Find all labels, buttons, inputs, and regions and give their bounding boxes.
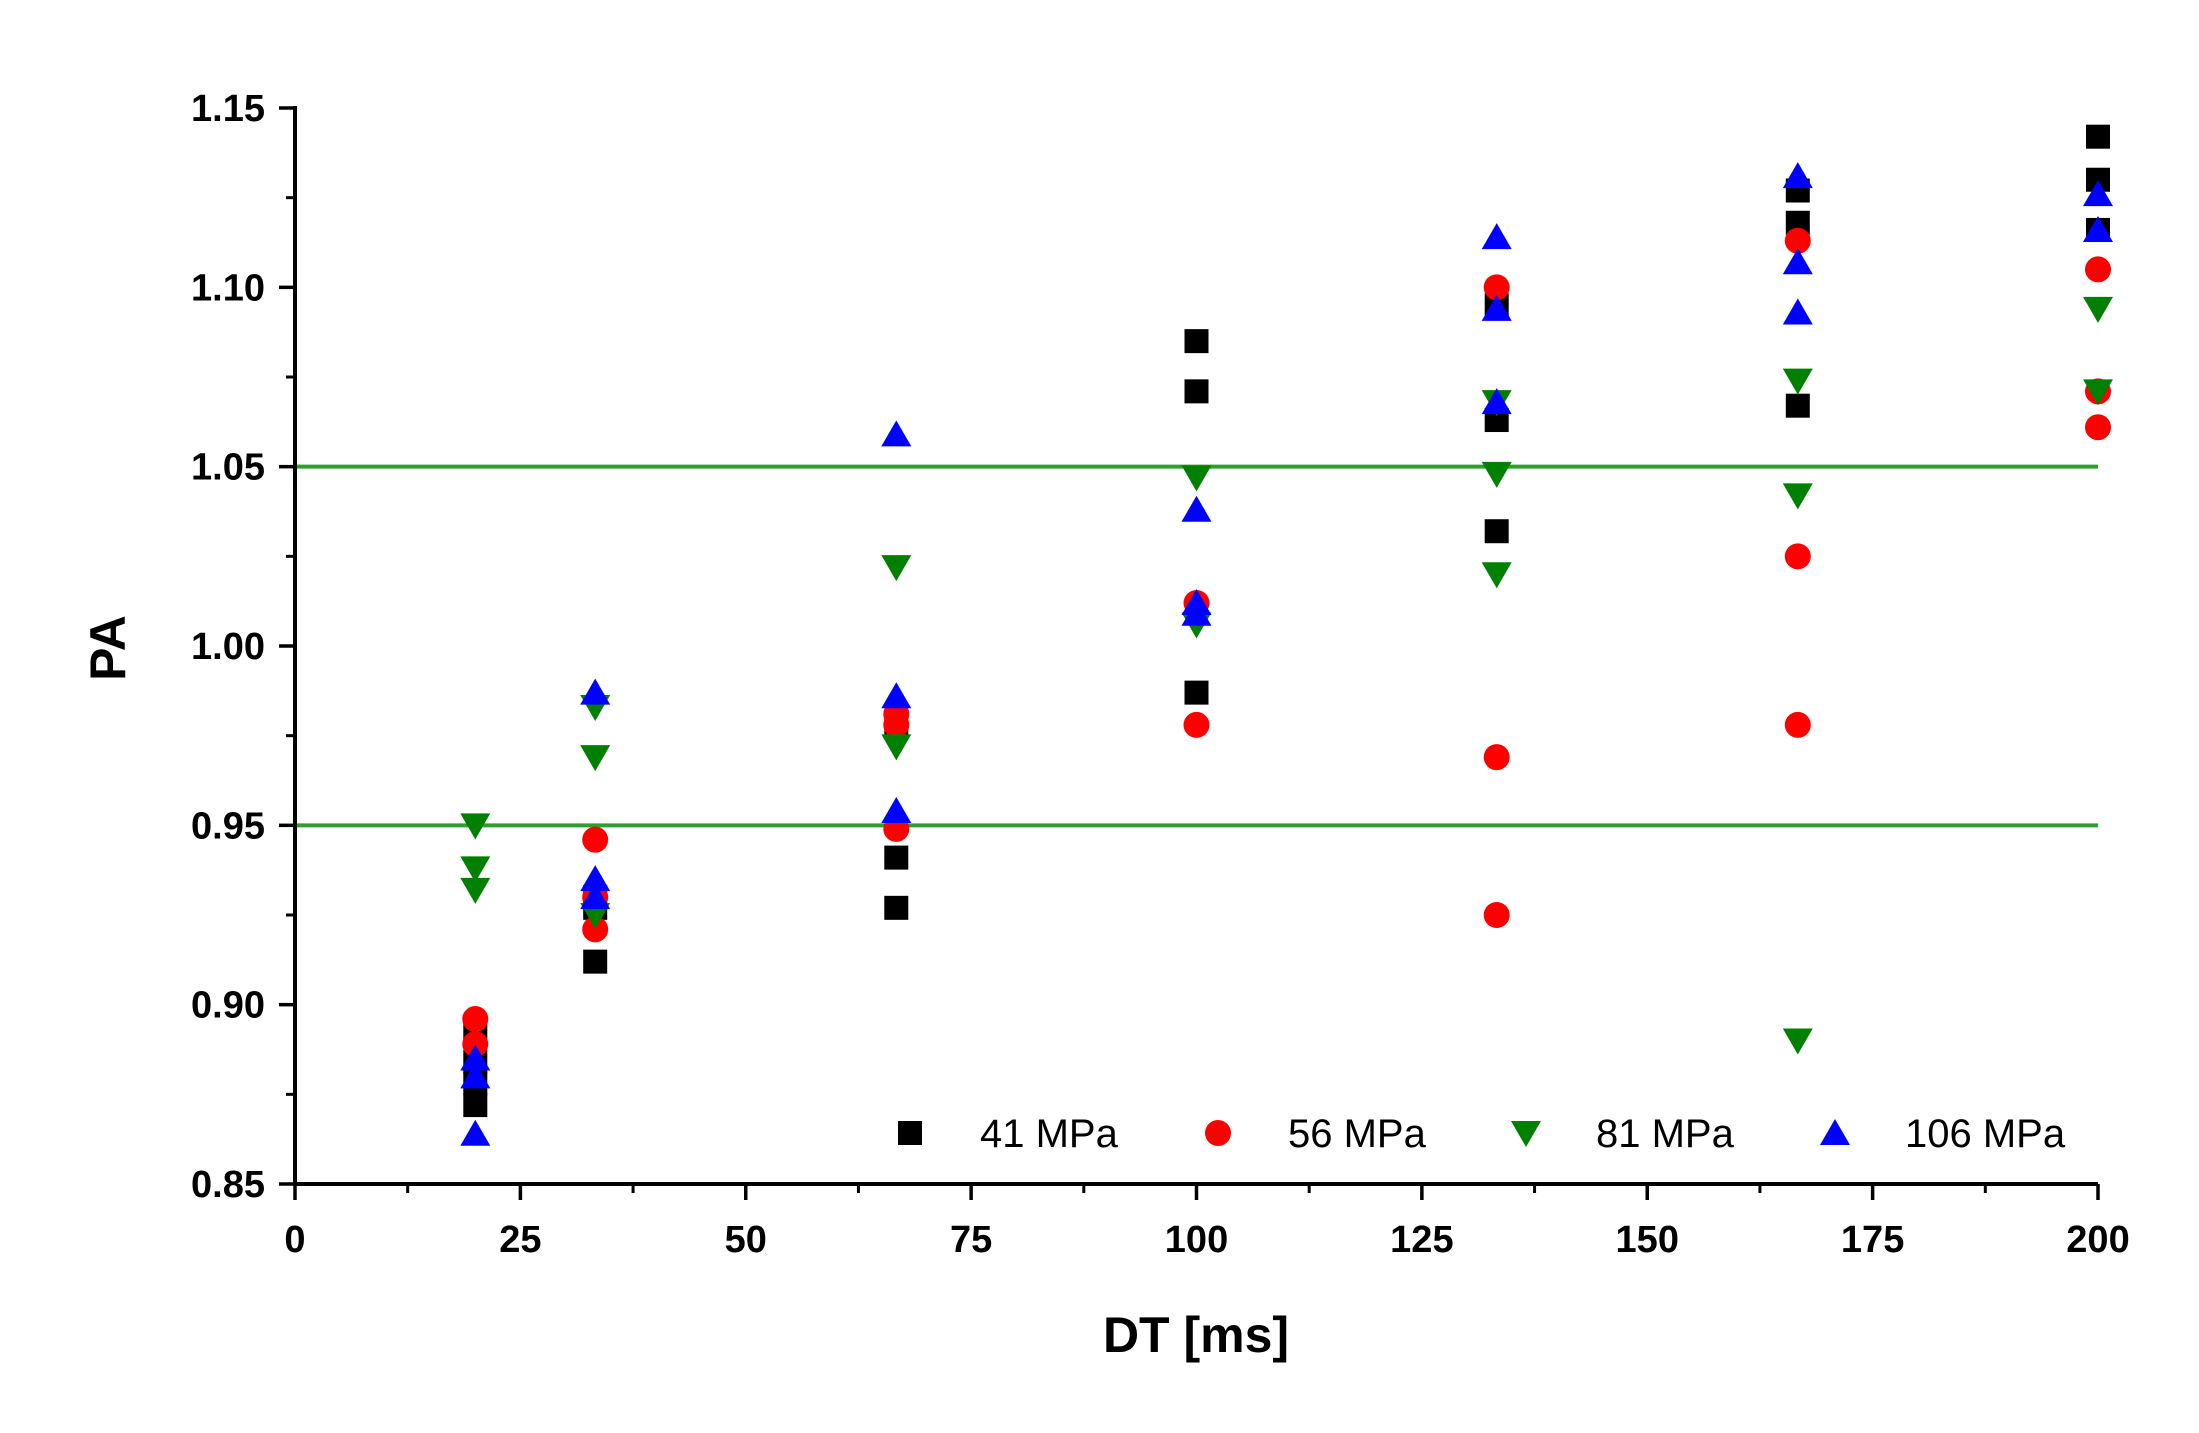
data-point bbox=[2083, 379, 2113, 406]
legend-item-1: 56 MPa bbox=[1205, 1112, 1427, 1156]
x-tick-label: 125 bbox=[1390, 1219, 1453, 1261]
ticks bbox=[279, 106, 2100, 1200]
data-point bbox=[582, 826, 609, 853]
data-point bbox=[881, 796, 912, 823]
data-point bbox=[884, 845, 909, 870]
data-point bbox=[1782, 1028, 1813, 1055]
data-point bbox=[1181, 588, 1212, 615]
y-axis-title: PA bbox=[80, 615, 136, 681]
data-point bbox=[2085, 414, 2111, 441]
data-point bbox=[884, 895, 909, 920]
data-point bbox=[1181, 495, 1212, 522]
data-point bbox=[460, 1062, 491, 1089]
legend-marker bbox=[898, 1121, 922, 1145]
data-point bbox=[1483, 744, 1510, 771]
data-point bbox=[1184, 379, 1209, 404]
legend-label: 81 MPa bbox=[1596, 1112, 1735, 1156]
series-3 bbox=[460, 162, 2113, 1146]
data-point bbox=[1785, 393, 1810, 418]
data-point bbox=[1184, 680, 1209, 705]
data-point bbox=[2085, 256, 2111, 283]
data-point bbox=[1481, 294, 1512, 321]
tick-labels: 0 25 50 75 100 125 150 175 200 0.85 0.90 0.95 1.00 1.… bbox=[191, 88, 2130, 1261]
data-point bbox=[462, 1006, 489, 1033]
legend-label: 56 MPa bbox=[1288, 1112, 1427, 1156]
data-point bbox=[580, 903, 611, 929]
data-point bbox=[1484, 519, 1509, 544]
x-tick-label: 100 bbox=[1165, 1219, 1228, 1261]
data-point bbox=[1782, 368, 1813, 395]
x-tick-label: 75 bbox=[950, 1219, 992, 1261]
data-point bbox=[1481, 562, 1512, 589]
data-point bbox=[2086, 124, 2110, 149]
data-point bbox=[1784, 227, 1811, 254]
data-point bbox=[462, 1031, 489, 1058]
legend-marker bbox=[1820, 1119, 1850, 1145]
data-point bbox=[1183, 711, 1210, 738]
data-point bbox=[580, 678, 611, 705]
data-points bbox=[460, 124, 2113, 1146]
data-point bbox=[460, 1044, 491, 1071]
data-point bbox=[1784, 543, 1811, 570]
data-point bbox=[2083, 215, 2113, 242]
data-point bbox=[580, 883, 611, 910]
data-point bbox=[460, 856, 491, 883]
y-tick-label: 1.00 bbox=[191, 626, 265, 668]
legend-marker bbox=[1511, 1121, 1541, 1147]
legend-label: 41 MPa bbox=[980, 1112, 1119, 1156]
data-point bbox=[881, 734, 912, 761]
legend-item-3: 106 MPa bbox=[1820, 1112, 2066, 1156]
data-point bbox=[463, 1093, 488, 1118]
data-point bbox=[582, 916, 609, 943]
x-tick-label: 50 bbox=[725, 1219, 767, 1261]
y-tick-label: 0.90 bbox=[191, 985, 265, 1027]
series-0 bbox=[463, 124, 2110, 1118]
legend-item-2: 81 MPa bbox=[1511, 1112, 1735, 1156]
data-point bbox=[881, 682, 912, 709]
legend-marker bbox=[1205, 1120, 1231, 1146]
y-tick-label: 1.15 bbox=[191, 88, 265, 130]
data-point bbox=[580, 745, 611, 772]
data-point bbox=[1782, 483, 1813, 510]
data-point bbox=[1782, 162, 1813, 189]
x-tick-label: 25 bbox=[499, 1219, 541, 1261]
data-point bbox=[583, 949, 608, 974]
data-point bbox=[1483, 274, 1510, 301]
data-point bbox=[2083, 180, 2113, 207]
x-tick-label: 200 bbox=[2066, 1219, 2129, 1261]
x-tick-label: 150 bbox=[1616, 1219, 1679, 1261]
legend-item-0: 41 MPa bbox=[898, 1112, 1119, 1156]
data-point bbox=[460, 813, 491, 840]
y-tick-label: 0.85 bbox=[191, 1164, 265, 1206]
data-point bbox=[1181, 465, 1212, 492]
data-point bbox=[1481, 223, 1512, 250]
data-point bbox=[1481, 388, 1512, 415]
data-point bbox=[1784, 711, 1811, 738]
data-point bbox=[881, 555, 912, 582]
data-point bbox=[1782, 248, 1813, 275]
x-tick-label: 175 bbox=[1841, 1219, 1904, 1261]
legend-label: 106 MPa bbox=[1905, 1112, 2066, 1156]
data-point bbox=[460, 1119, 491, 1146]
y-tick-label: 1.10 bbox=[191, 267, 265, 309]
data-point bbox=[1481, 461, 1512, 488]
legend: 41 MPa 56 MPa 81 MPa 106 MPa bbox=[898, 1112, 2066, 1156]
data-point bbox=[460, 877, 491, 904]
x-tick-label: 0 bbox=[284, 1219, 305, 1261]
y-tick-label: 0.95 bbox=[191, 805, 265, 847]
data-point bbox=[881, 420, 912, 447]
data-point bbox=[2083, 296, 2113, 323]
y-tick-label: 1.05 bbox=[191, 447, 265, 489]
data-point bbox=[1483, 902, 1510, 928]
data-point bbox=[580, 865, 611, 892]
data-point bbox=[1184, 329, 1209, 354]
data-point bbox=[1782, 298, 1813, 325]
x-axis-title: DT [ms] bbox=[1103, 1307, 1289, 1363]
